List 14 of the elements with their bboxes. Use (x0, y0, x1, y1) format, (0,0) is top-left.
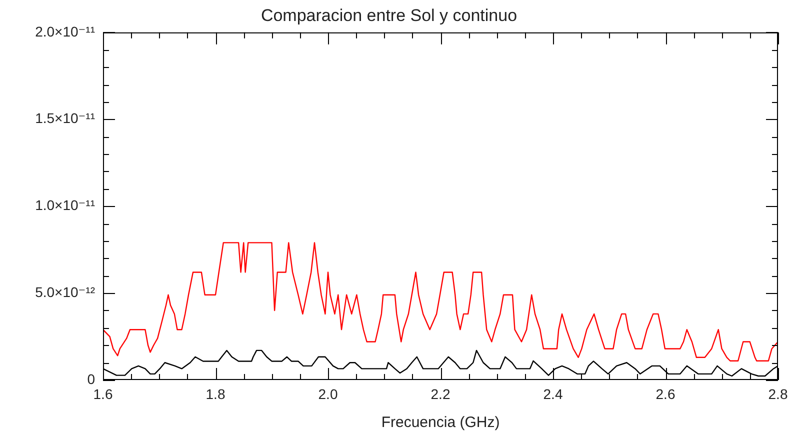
x-tick-label: 2.4 (543, 386, 563, 402)
y-tick-label: 1.5×10⁻¹¹ (35, 110, 96, 126)
x-tick-label: 1.6 (93, 386, 113, 402)
chart-title: Comparacion entre Sol y continuo (260, 6, 518, 25)
x-tick-label: 2.0 (318, 386, 338, 402)
x-tick-label: 2.6 (656, 386, 676, 402)
y-tick-label: 1.0×10⁻¹¹ (35, 197, 96, 214)
y-tick-label: 5.0×10⁻¹² (35, 284, 96, 300)
y-tick-label: 0 (87, 370, 96, 387)
x-tick-label: 2.8 (768, 386, 788, 402)
x-axis-title: Frecuencia (GHz) (381, 414, 500, 432)
x-tick-label: 1.8 (206, 386, 226, 402)
x-tick-label: 2.2 (430, 386, 450, 402)
y-tick-label: 2.0×10⁻¹¹ (35, 23, 96, 40)
